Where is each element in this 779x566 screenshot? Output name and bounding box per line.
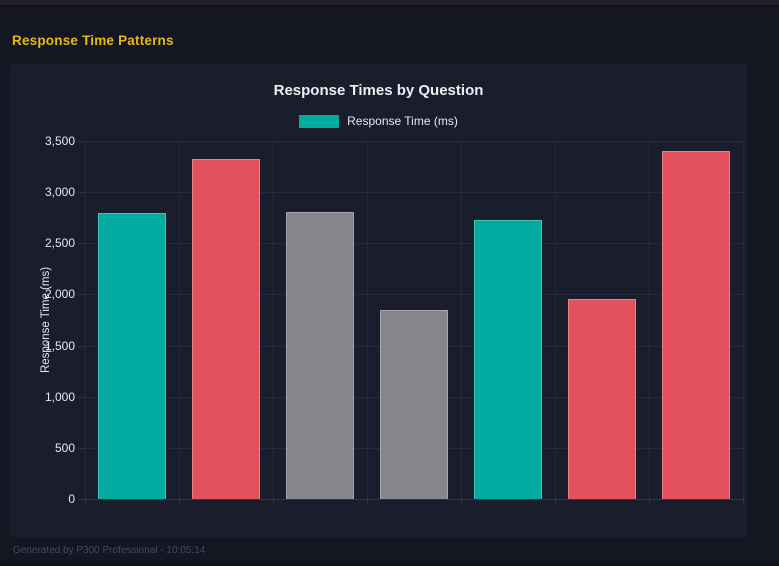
y-axis-tick-mark [78,447,85,449]
x-axis-tick-mark [273,499,274,505]
gridline-vertical [273,141,274,499]
y-axis-tick-label: 1,500 [44,338,75,353]
bar-q3 [286,211,354,499]
bar-q5 [474,219,542,499]
y-axis-tick-mark [78,192,85,194]
gridline-horizontal [85,243,743,245]
y-axis-tick-mark [78,499,85,500]
y-axis-tick-mark [78,141,85,142]
gridline-vertical [179,141,180,499]
y-axis-tick-mark [78,396,85,398]
bar-q7 [662,151,730,499]
y-axis-tick-label: 0 [68,492,75,506]
plot-area: 05001,0001,5002,0002,5003,0003,500Q1Q2Q3… [45,134,744,506]
y-axis-tick-label: 3,000 [44,185,75,200]
gridline-vertical [85,141,86,499]
page-title: Response Time Patterns [12,33,174,48]
footer-status-text: Generated by P300 Professional - 10:05:1… [13,545,206,556]
chart-card: Response Times by Question Response Time… [10,64,747,537]
legend-label: Response Time (ms) [347,114,458,128]
y-axis-tick-label: 500 [54,440,75,455]
x-axis-tick-mark [461,499,462,505]
x-axis-tick-mark [649,499,650,505]
chart-legend: Response Time (ms) [10,114,747,128]
gridline-vertical [743,141,744,499]
y-axis-tick-label: 2,000 [44,287,75,302]
x-axis-tick-mark [367,499,368,505]
x-axis-tick-mark [743,499,744,505]
legend-item-response-time[interactable]: Response Time (ms) [299,114,458,128]
y-axis-tick-mark [78,294,85,296]
y-axis-tick-mark [78,345,85,347]
gridline-horizontal [85,141,743,142]
gridline-horizontal [85,294,743,296]
y-axis-tick-label: 1,000 [44,389,75,404]
window-chrome-strip [0,0,779,6]
x-axis-line [85,499,743,500]
gridline-vertical [649,141,650,499]
bar-q2 [192,159,260,499]
x-axis-tick-mark [555,499,556,505]
gridline-horizontal [85,192,743,194]
legend-swatch [299,114,340,128]
gridline-vertical [555,141,556,499]
y-axis-tick-label: 2,500 [44,236,75,251]
y-axis-tick-label: 3,500 [44,134,75,148]
gridline-vertical [367,141,368,499]
bar-q1 [98,212,166,499]
y-axis-tick-mark [78,243,85,245]
bar-q4 [380,309,448,499]
bar-q6 [568,298,636,499]
x-axis-tick-mark [85,499,86,505]
x-axis-tick-mark [179,499,180,505]
gridline-vertical [461,141,462,499]
chart-title: Response Times by Question [273,82,484,99]
bottom-edge-strip [0,562,779,566]
